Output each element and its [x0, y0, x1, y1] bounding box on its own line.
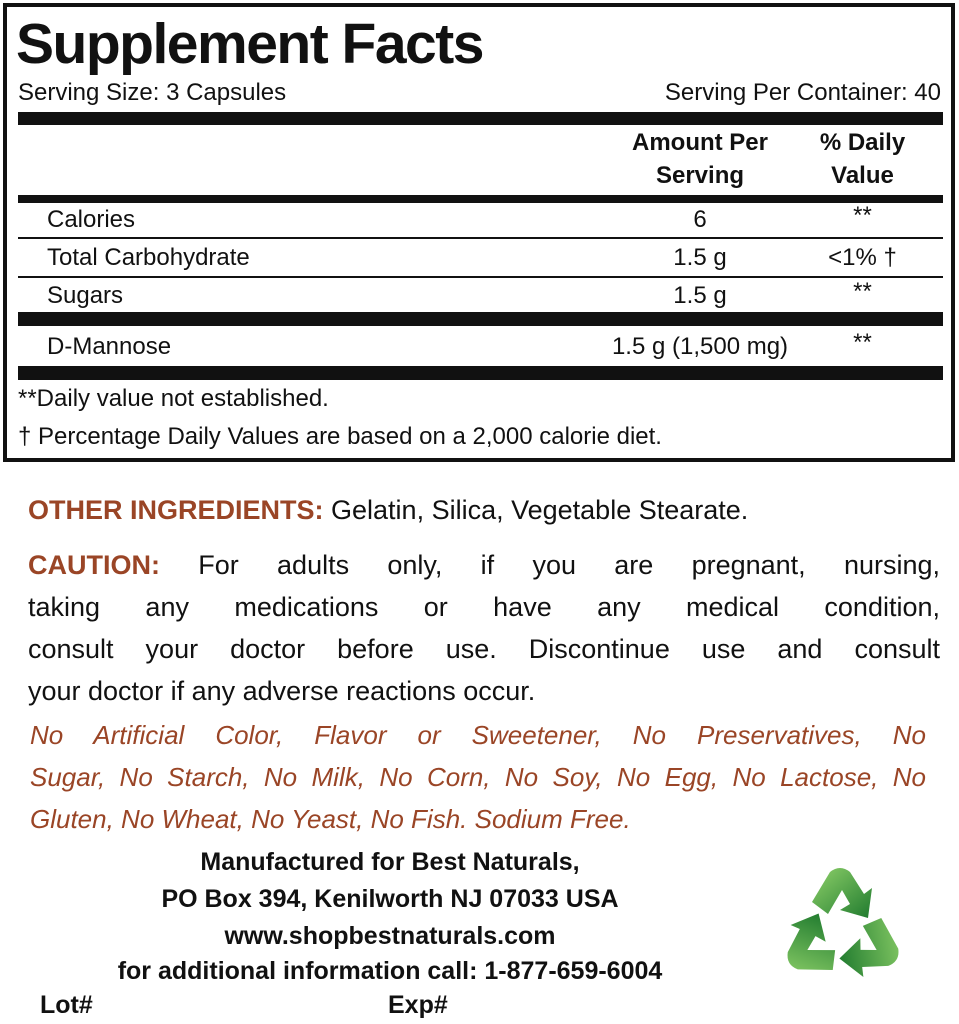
- caution-line: your doctor if any adverse reactions occ…: [28, 676, 536, 706]
- header-dv-line2: Value: [831, 162, 894, 189]
- divider-thick: [18, 312, 943, 326]
- other-ingredients-text: Gelatin, Silica, Vegetable Stearate.: [323, 495, 749, 525]
- panel-title: Supplement Facts: [16, 12, 484, 76]
- row-label: Calories: [47, 206, 136, 233]
- row-amount: 1.5 g (1,500 mg): [611, 333, 789, 360]
- manufacturer-address: PO Box 394, Kenilworth NJ 07033 USA: [161, 885, 619, 913]
- servings-per-container: Serving Per Container: 40: [664, 79, 941, 106]
- row-label: Total Carbohydrate: [47, 244, 250, 271]
- row-label: D-Mannose: [47, 333, 172, 360]
- manufacturer-website: www.shopbestnaturals.com: [224, 922, 556, 950]
- free-from-line: Gluten, No Wheat, No Yeast, No Fish. Sod…: [30, 804, 631, 834]
- divider-medium: [18, 195, 943, 203]
- row-daily-value: **: [853, 329, 872, 356]
- row-amount: 6: [693, 206, 707, 233]
- supplement-facts-panel: [3, 3, 955, 462]
- other-ingredients: OTHER INGREDIENTS: Gelatin, Silica, Vege…: [28, 492, 748, 528]
- recycle-arrow: [773, 910, 847, 987]
- free-from-line: Sugar, No Starch, No Milk, No Corn, No S…: [30, 762, 926, 792]
- recycle-icon: [773, 868, 911, 987]
- caution-heading: CAUTION:: [28, 550, 160, 580]
- header-amount-line2: Serving: [655, 162, 745, 189]
- header-amount-per-serving: Amount Per Serving: [600, 126, 800, 192]
- divider-thick: [18, 366, 943, 380]
- recycle-arrow: [837, 910, 911, 987]
- lot-label: Lot#: [40, 991, 93, 1019]
- caution-line: CAUTION: For adults only, if you are pre…: [28, 547, 940, 583]
- footnote-percentage: † Percentage Daily Values are based on a…: [18, 423, 662, 450]
- manufacturer-phone: for additional information call: 1-877-6…: [117, 957, 663, 985]
- caution-text: For adults only, if you are pregnant, nu…: [159, 550, 940, 580]
- divider-thin: [18, 276, 943, 278]
- row-daily-value: <1% †: [828, 244, 897, 271]
- row-amount: 1.5 g: [673, 244, 727, 271]
- free-from-line: No Artificial Color, Flavor or Sweetener…: [30, 720, 926, 750]
- header-daily-value: % Daily Value: [800, 126, 925, 192]
- divider-thick: [18, 112, 943, 125]
- manufacturer-name: Manufactured for Best Naturals,: [200, 848, 580, 876]
- row-daily-value: **: [853, 202, 872, 229]
- row-label: Sugars: [47, 282, 124, 309]
- other-ingredients-heading: OTHER INGREDIENTS:: [28, 495, 324, 525]
- header-amount-line1: Amount Per: [631, 129, 768, 156]
- header-dv-line1: % Daily: [819, 129, 906, 156]
- recycle-arrow: [812, 868, 872, 918]
- row-daily-value: **: [853, 278, 872, 305]
- row-amount: 1.5 g: [673, 282, 727, 309]
- exp-label: Exp#: [388, 991, 448, 1019]
- caution-line: consult your doctor before use. Disconti…: [28, 634, 940, 664]
- footnote-daily-value: **Daily value not established.: [18, 385, 329, 412]
- divider-thin: [18, 237, 943, 239]
- serving-size: Serving Size: 3 Capsules: [18, 79, 287, 106]
- caution-line: taking any medications or have any medic…: [28, 592, 940, 622]
